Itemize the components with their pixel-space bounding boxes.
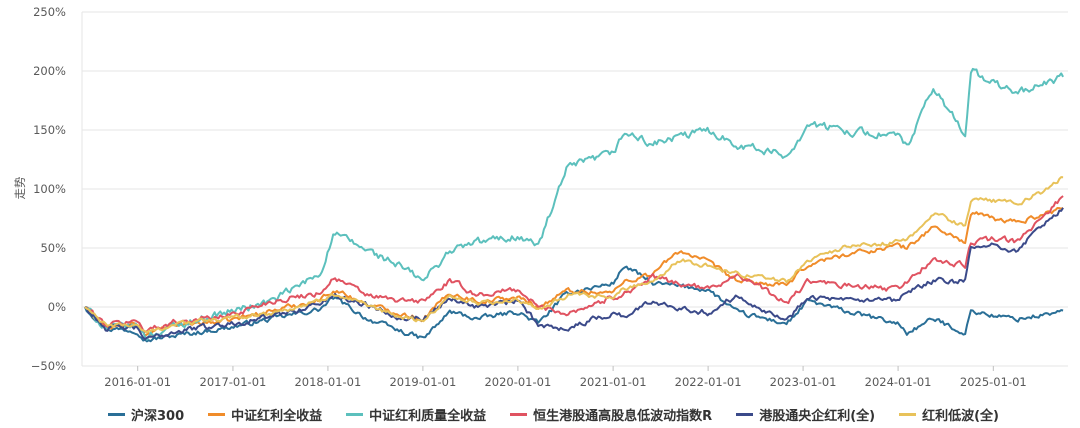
series-line — [83, 265, 1064, 343]
y-tick-label: 150% — [33, 123, 66, 137]
x-tick-label: 2018-01-01 — [294, 375, 361, 389]
legend-swatch — [736, 412, 754, 416]
legend-swatch — [346, 412, 364, 416]
x-tick-label: 2023-01-01 — [770, 375, 837, 389]
legend-label: 恒生港股通高股息低波动指数R — [533, 408, 713, 424]
x-tick-label: 2025-01-01 — [960, 375, 1027, 389]
x-tick-label: 2022-01-01 — [675, 375, 742, 389]
series-line — [84, 195, 1064, 333]
y-tick-label: −50% — [31, 359, 66, 373]
legend-label: 沪深300 — [131, 408, 185, 424]
series-line — [84, 176, 1064, 334]
series-line — [84, 67, 1064, 341]
legend-label: 港股通央企红利(全) — [759, 408, 876, 424]
line-chart: 250% 200% 150% 100% 50% 0% −50% 2016-01-01 2017… — [13, 5, 1068, 389]
legend-item[interactable]: 中证红利质量全收益 — [346, 405, 486, 424]
y-axis: 250% 200% 150% 100% 50% 0% −50% — [31, 5, 66, 373]
legend-item[interactable]: 沪深300 — [108, 405, 184, 424]
legend-label: 红利低波(全) — [922, 408, 999, 424]
x-tick-label: 2021-01-01 — [580, 375, 647, 389]
x-axis: 2016-01-01 2017-01-01 2018-01-01 2019-01-01… — [104, 366, 1027, 389]
x-tick-label: 2016-01-01 — [104, 375, 171, 389]
y-tick-label: 50% — [40, 241, 66, 255]
y-tick-label: 100% — [33, 182, 66, 196]
y-tick-label: 200% — [33, 64, 66, 78]
y-tick-label: 0% — [48, 300, 66, 314]
legend-swatch — [108, 412, 125, 416]
series-line — [84, 207, 1064, 341]
legend-item[interactable]: 港股通央企红利(全) — [736, 405, 875, 424]
y-axis-title: 走势 — [13, 176, 27, 199]
x-tick-label: 2020-01-01 — [484, 375, 551, 389]
legend-swatch — [510, 412, 528, 416]
grid-lines — [81, 11, 1068, 367]
legend-item[interactable]: 红利低波(全) — [899, 405, 999, 424]
x-tick-label: 2017-01-01 — [200, 375, 267, 389]
legend: 沪深300 中证红利全收益 中证红利质量全收益 恒生港股通高股息低波动指数R 港股通央企… — [108, 403, 1023, 425]
x-tick-label: 2019-01-01 — [389, 375, 456, 389]
legend-swatch — [899, 412, 917, 416]
legend-label: 中证红利全收益 — [231, 408, 323, 424]
x-tick-label: 2024-01-01 — [865, 375, 932, 389]
legend-item[interactable]: 中证红利全收益 — [208, 405, 322, 424]
y-tick-label: 250% — [33, 5, 66, 19]
legend-item[interactable]: 恒生港股通高股息低波动指数R — [510, 405, 712, 424]
legend-swatch — [208, 412, 226, 416]
series-group — [83, 67, 1064, 343]
legend-label: 中证红利质量全收益 — [369, 408, 487, 424]
